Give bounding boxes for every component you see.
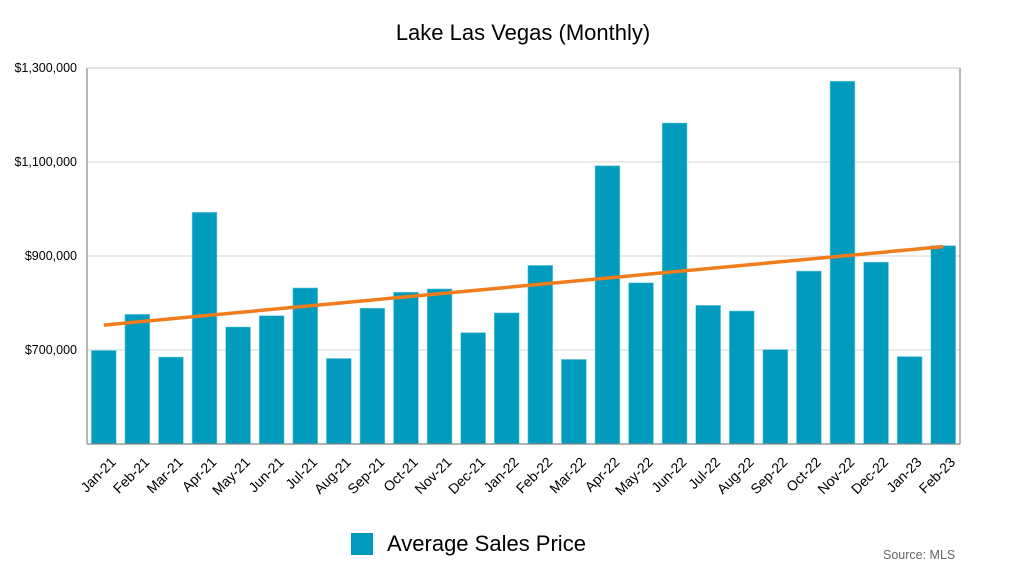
bar-oct-22: [796, 270, 822, 445]
x-tick-label: Nov-21: [411, 454, 454, 497]
bar-nov-21: [426, 288, 453, 445]
bar-dec-21: [460, 332, 486, 445]
bar-series: [91, 80, 956, 445]
x-tick-label: Dec-22: [848, 454, 891, 497]
bar-jan-23: [896, 356, 923, 445]
bar-jan-21: [91, 350, 117, 445]
bar-sep-21: [359, 307, 386, 445]
axes: [86, 67, 961, 445]
gridlines: [87, 67, 960, 351]
x-tick-label: Feb-23: [916, 454, 959, 497]
bar-feb-21: [124, 313, 151, 445]
bar-feb-23: [930, 245, 956, 445]
legend-label: Average Sales Price: [387, 531, 586, 556]
x-tick-label: Mar-22: [546, 454, 589, 497]
bar-mar-22: [561, 359, 587, 445]
x-tick-label: Feb-21: [110, 454, 153, 497]
y-tick-label: $1,300,000: [14, 61, 77, 75]
legend: Average Sales Price: [351, 531, 586, 557]
bar-may-22: [628, 282, 654, 445]
bar-apr-22: [594, 165, 621, 445]
bar-apr-21: [191, 211, 218, 445]
bar-jun-21: [258, 315, 285, 445]
x-tick-label: Mar-21: [143, 454, 186, 497]
x-axis-ticks: Jan-21Feb-21Mar-21Apr-21May-21Jun-21Jul-…: [77, 454, 958, 498]
bar-aug-21: [326, 358, 352, 445]
x-tick-label: May-21: [209, 454, 253, 498]
bar-aug-22: [729, 310, 755, 445]
x-tick-label: May-22: [612, 454, 656, 498]
bar-sep-22: [762, 349, 789, 445]
bar-oct-21: [393, 291, 419, 445]
bar-mar-21: [158, 356, 184, 445]
source-note: Source: MLS: [883, 548, 956, 562]
x-tick-label: Sep-22: [747, 454, 790, 497]
bar-may-21: [225, 326, 251, 445]
bar-jan-22: [493, 312, 520, 445]
y-tick-label: $700,000: [25, 343, 77, 357]
chart-title: Lake Las Vegas (Monthly): [395, 20, 651, 45]
bar-nov-22: [829, 80, 856, 445]
legend-swatch: [351, 533, 373, 555]
x-tick-label: Dec-21: [445, 454, 488, 497]
bar-jun-22: [661, 122, 688, 445]
x-tick-label: Feb-22: [513, 454, 556, 497]
x-tick-label: Sep-21: [344, 454, 387, 497]
x-tick-label: Aug-21: [311, 454, 354, 497]
x-tick-label: Jun-22: [648, 454, 690, 496]
y-tick-label: $900,000: [25, 249, 77, 263]
bar-dec-22: [863, 261, 889, 445]
bar-feb-22: [527, 265, 554, 445]
trendline: [103, 244, 944, 327]
bar-jul-21: [292, 287, 318, 445]
y-axis-ticks: $700,000 $900,000 $1,100,000 $1,300,000: [14, 61, 77, 357]
x-tick-label: Jun-21: [245, 454, 287, 496]
trendline-group: [103, 244, 944, 327]
y-tick-label: $1,100,000: [14, 155, 77, 169]
bar-jul-22: [695, 305, 721, 445]
x-tick-label: Nov-22: [814, 454, 857, 497]
x-tick-label: Aug-22: [714, 454, 757, 497]
